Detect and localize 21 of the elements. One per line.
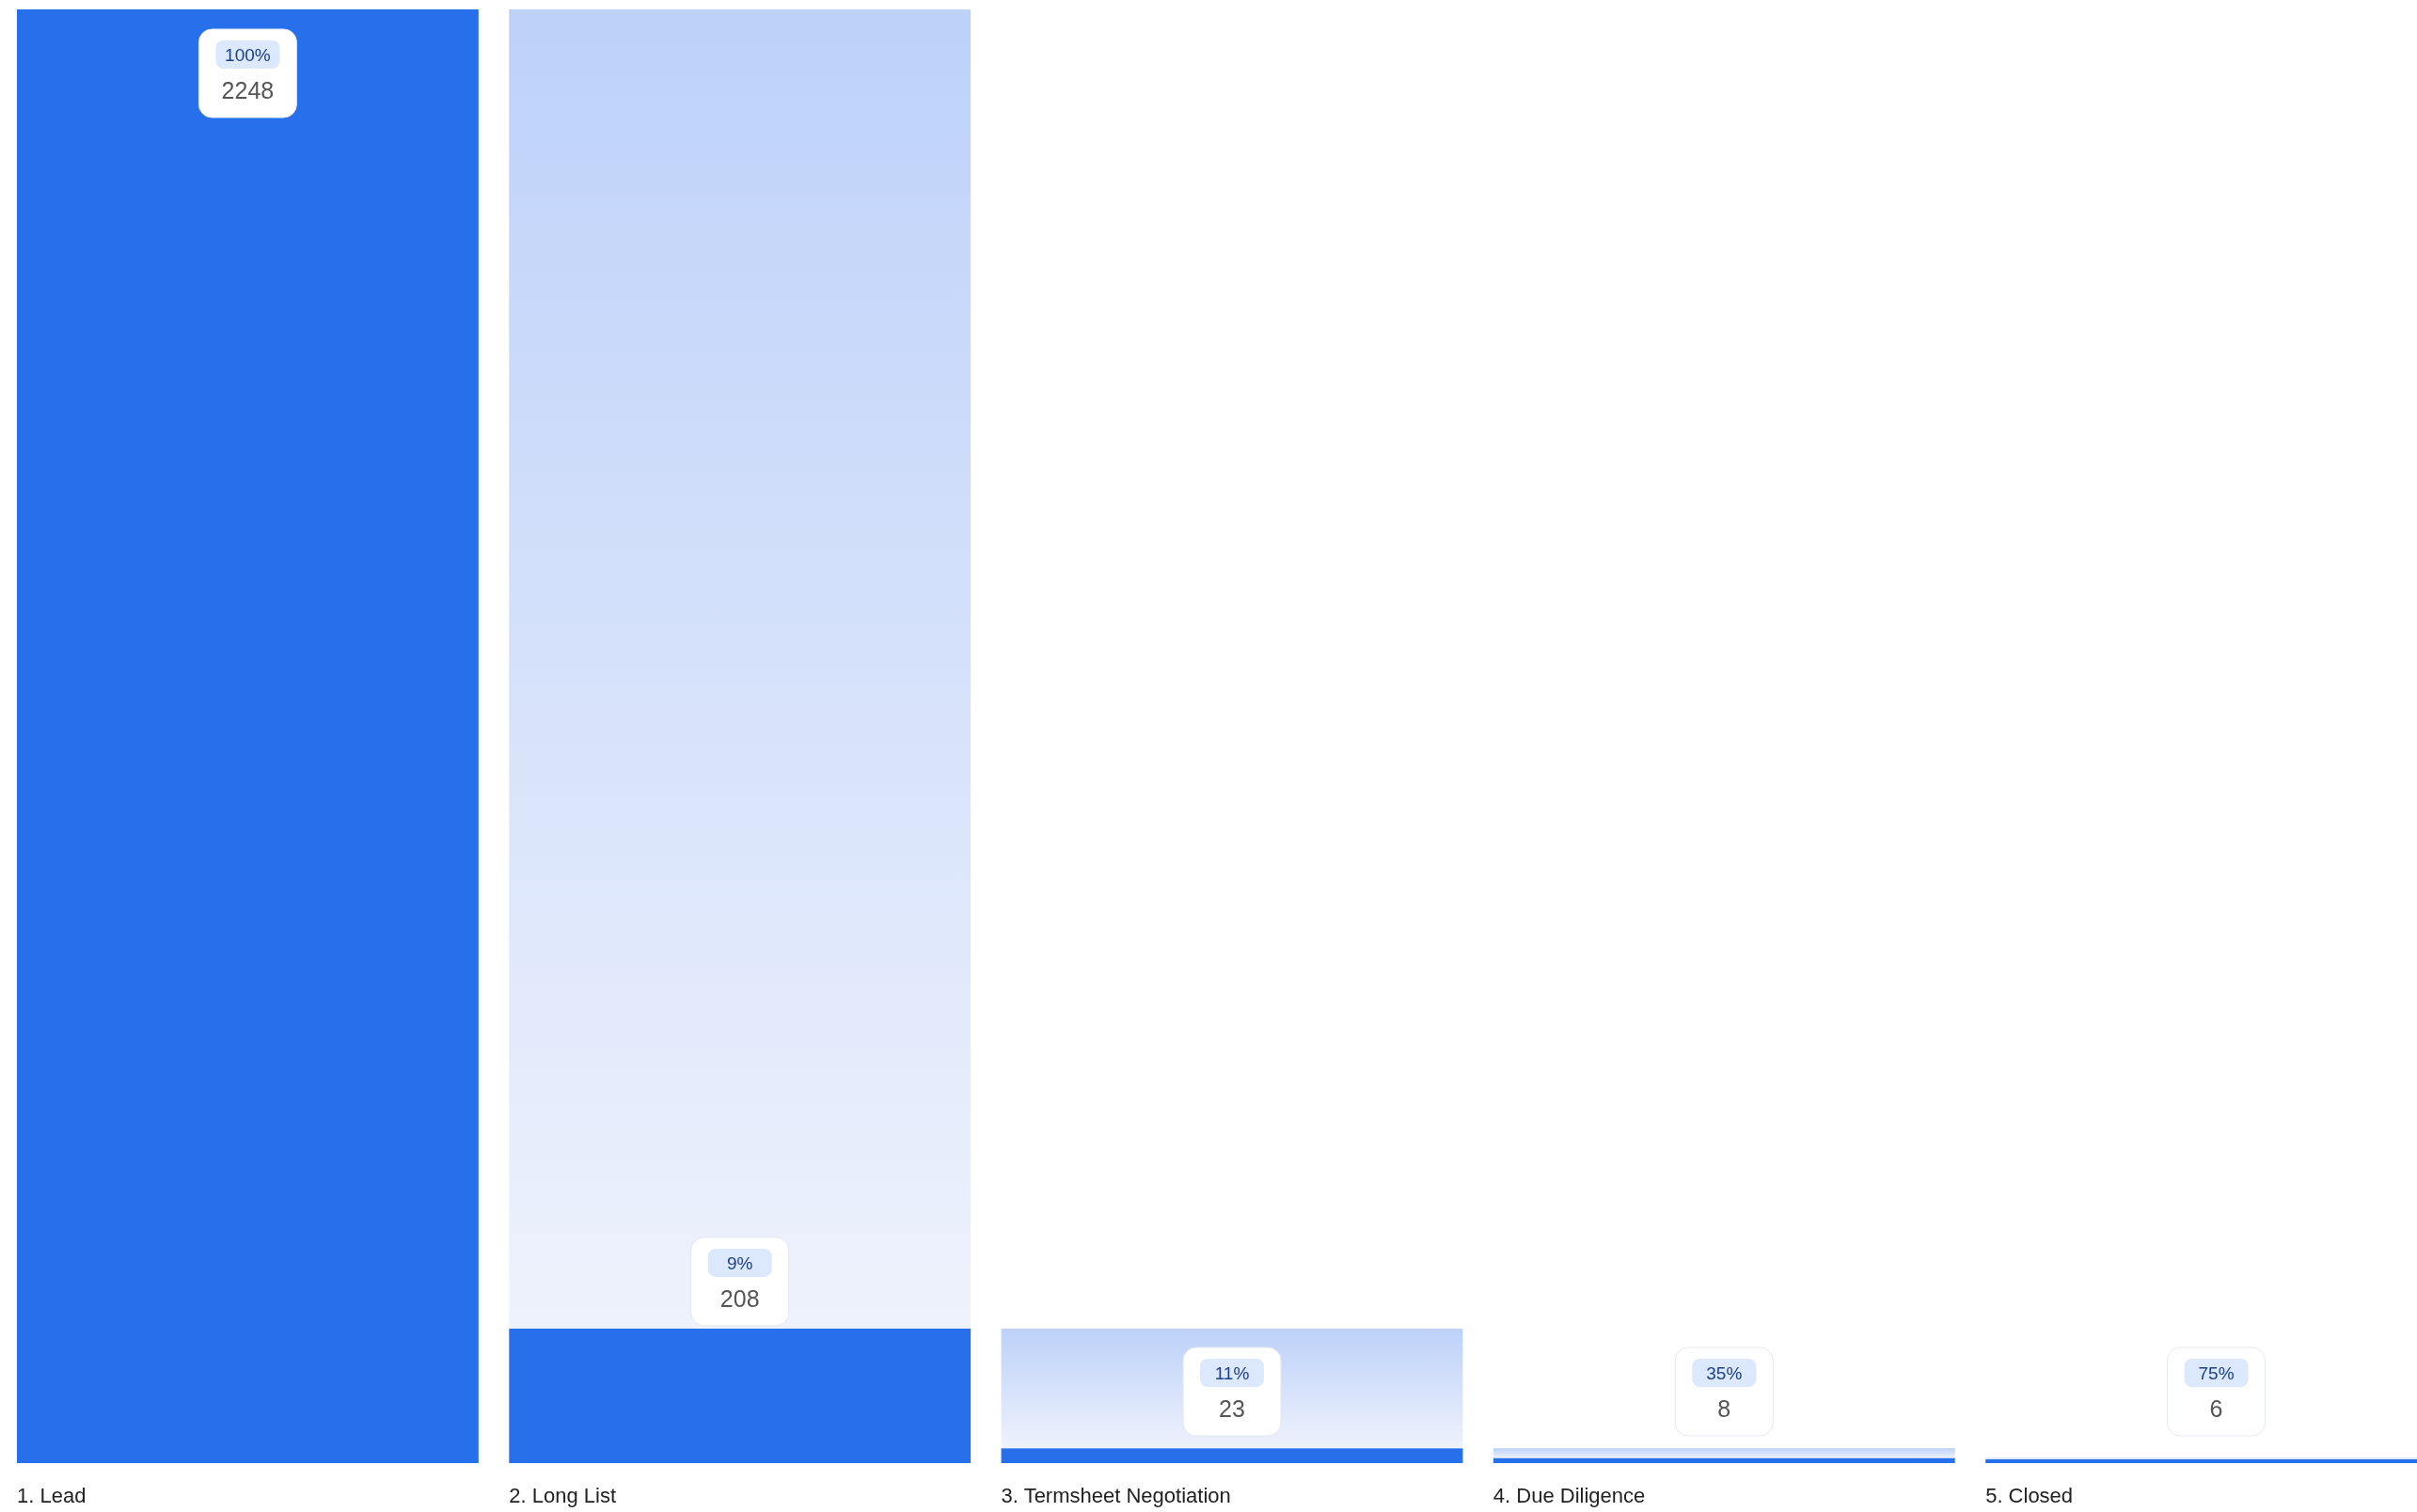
bar [17, 9, 479, 1463]
x-tick-label: 1. Lead [17, 1484, 87, 1507]
bar [1493, 1457, 1955, 1463]
bar [509, 9, 972, 1329]
data-label: 6 [2209, 1395, 2223, 1422]
x-tick-label: 3. Termsheet Negotiation [1001, 1484, 1231, 1507]
data-label: 8 [1717, 1395, 1731, 1422]
annotation: 11% [1214, 1363, 1250, 1383]
annotation: 75% [2198, 1363, 2235, 1383]
annotation: 35% [1706, 1363, 1743, 1383]
x-tick-label: 4. Due Diligence [1493, 1484, 1646, 1507]
bar [1493, 1448, 1955, 1458]
annotation: 9% [726, 1252, 753, 1273]
data-label: 23 [1219, 1395, 1245, 1422]
bar [509, 1328, 972, 1463]
bar [1001, 1448, 1463, 1463]
data-label: 208 [719, 1284, 760, 1312]
data-label: 2248 [221, 77, 275, 103]
x-tick-label: 2. Long List [509, 1484, 617, 1507]
x-tick-label: 5. Closed [1985, 1484, 2074, 1507]
annotation: 100% [225, 45, 271, 65]
